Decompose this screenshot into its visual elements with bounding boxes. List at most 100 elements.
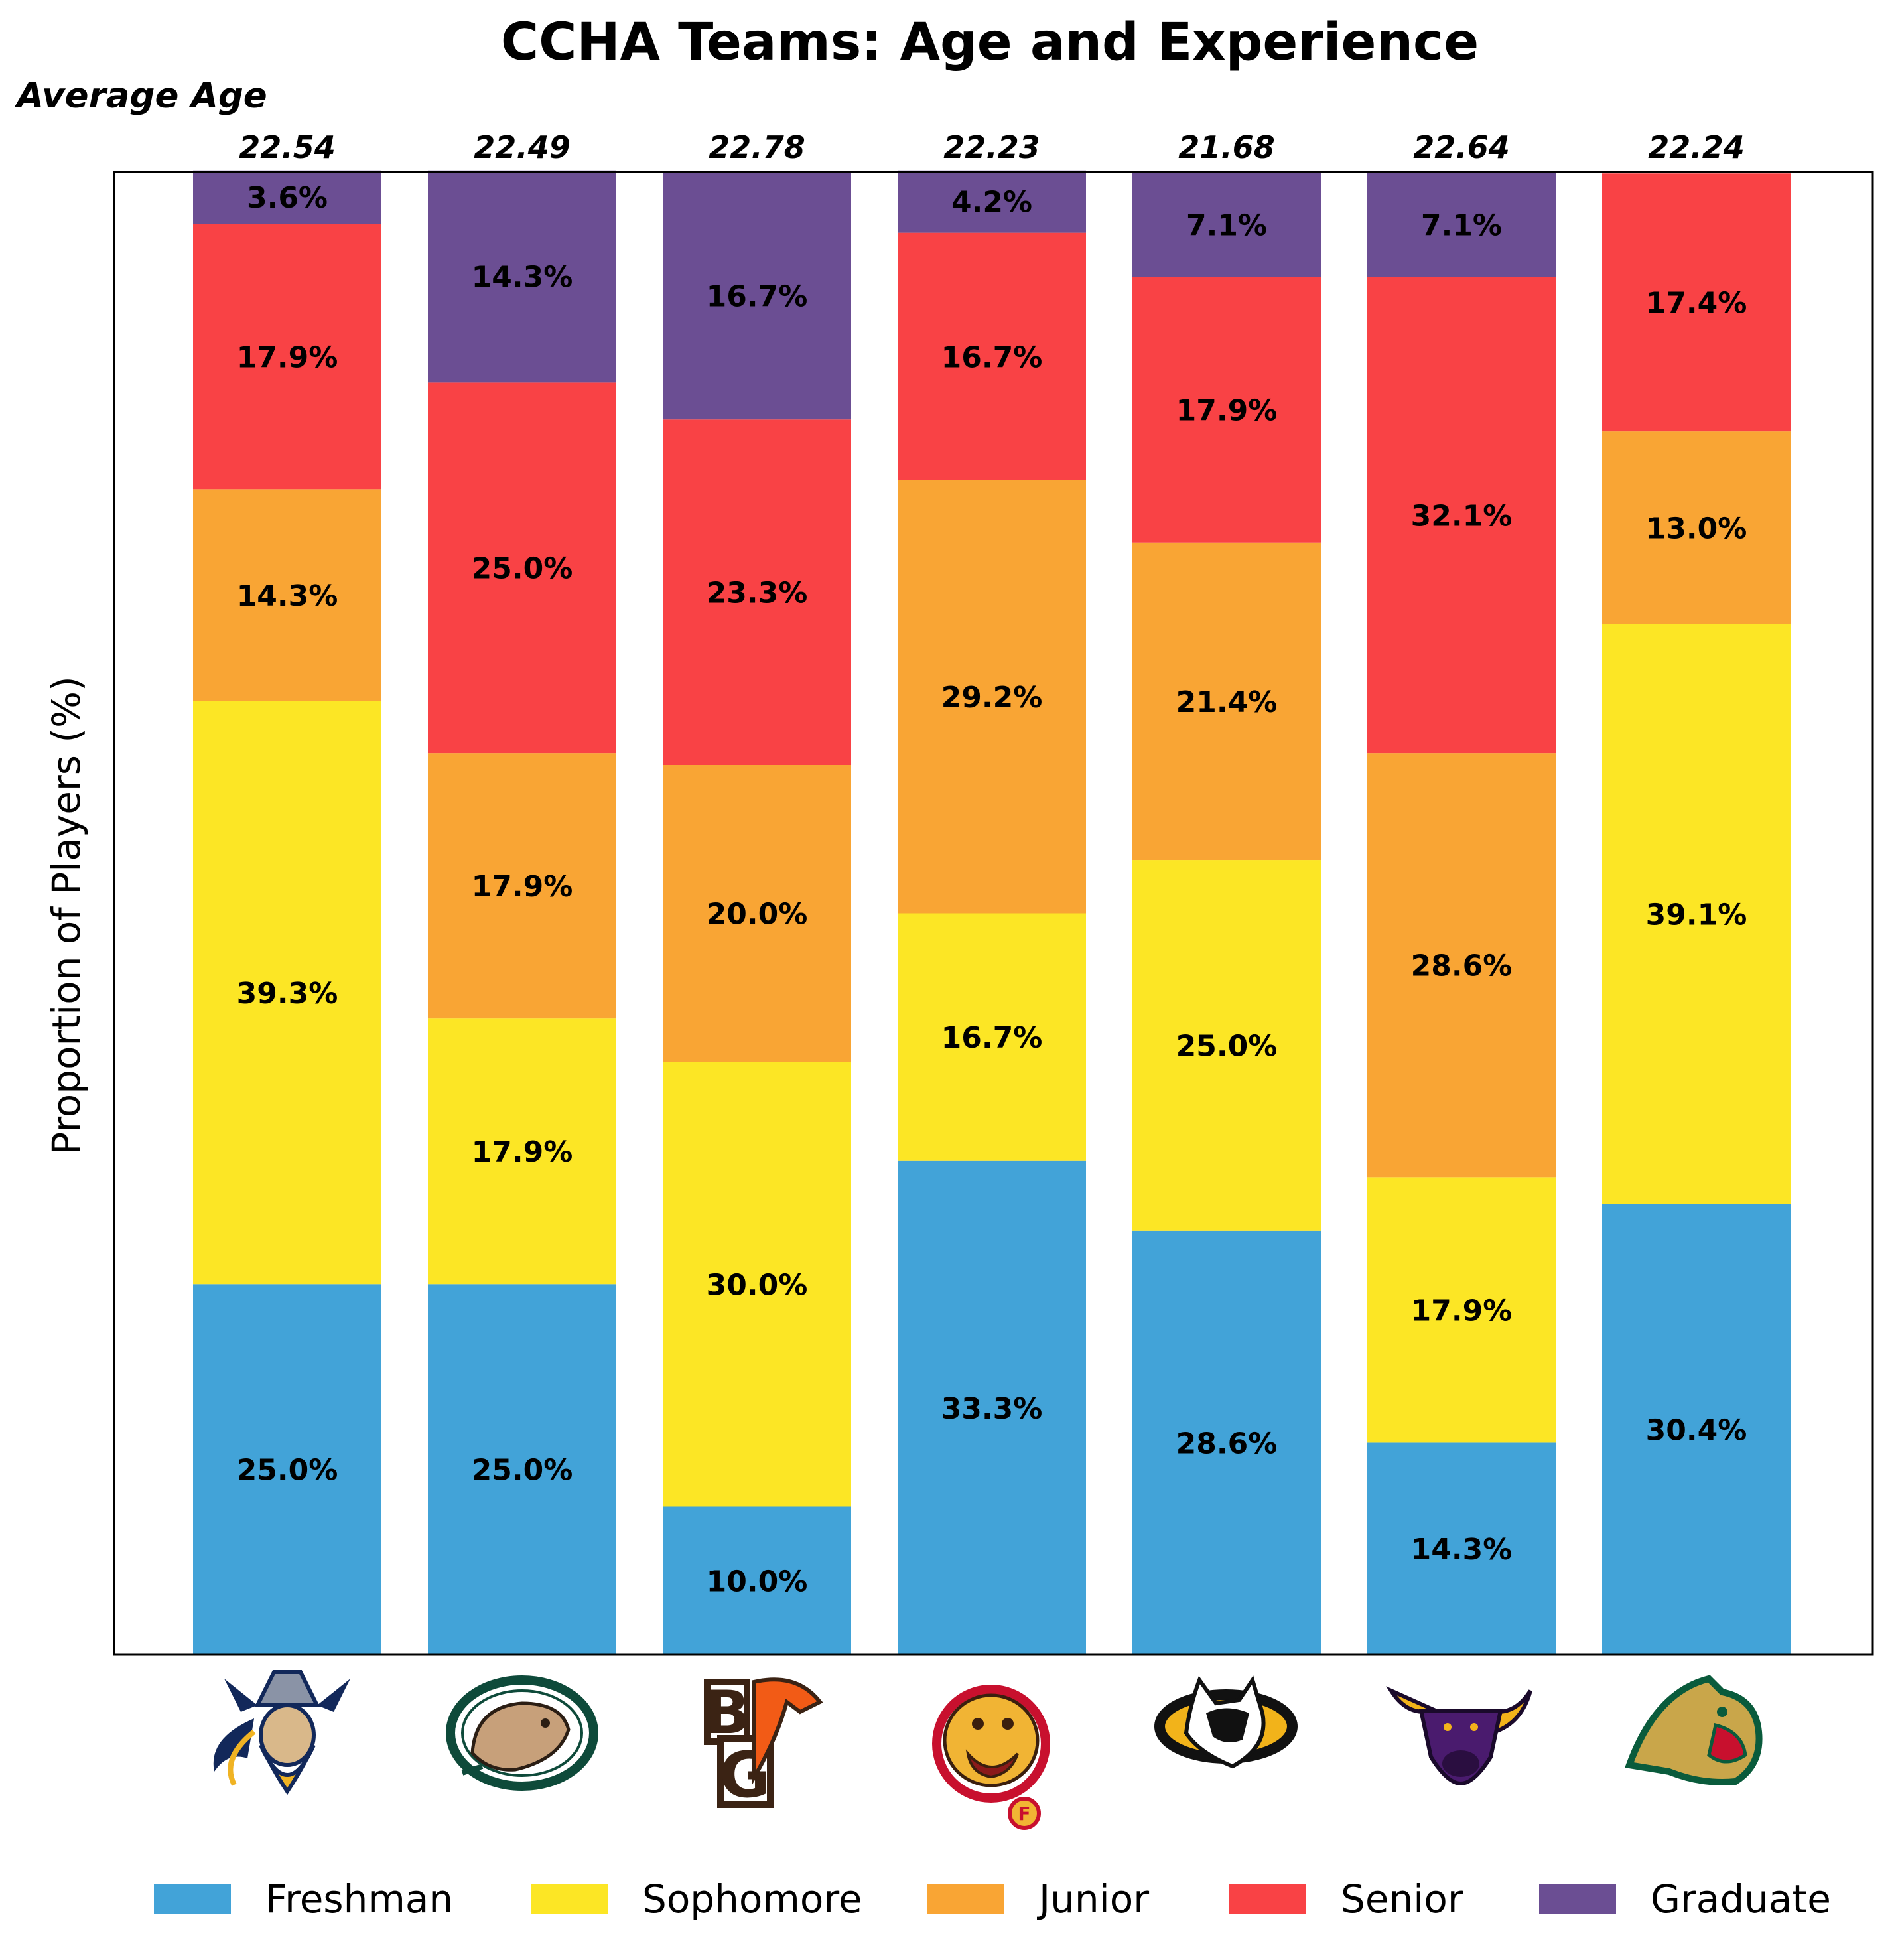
bar-segment-junior-0 <box>193 489 381 701</box>
bar-segment-sophomore-6 <box>1602 624 1791 1204</box>
segment-label-graduate-0: 3.6% <box>247 181 328 215</box>
segment-label-sophomore-1: 17.9% <box>472 1135 573 1169</box>
average-age-value-1: 22.49 <box>474 129 571 165</box>
bar-segment-graduate-0 <box>193 170 381 224</box>
bar-segment-sophomore-1 <box>428 1018 616 1285</box>
average-age-layer: 22.54 22.49 22.78 22.23 21.68 22.64 22.24 <box>239 129 1745 165</box>
bar-segment-junior-5 <box>1367 753 1556 1178</box>
segment-label-freshman-4: 28.6% <box>1176 1427 1278 1460</box>
bar-segment-graduate-5 <box>1367 172 1556 277</box>
average-age-heading: Average Age <box>14 76 267 116</box>
bar-segment-senior-4 <box>1132 277 1321 543</box>
bar-segment-senior-1 <box>428 382 616 754</box>
bar-segment-junior-3 <box>898 480 1086 914</box>
segment-label-graduate-2: 16.7% <box>707 280 808 314</box>
segment-label-junior-6: 13.0% <box>1646 512 1747 545</box>
segment-label-sophomore-0: 39.3% <box>237 977 338 1011</box>
bar-segment-graduate-4 <box>1132 172 1321 277</box>
segment-label-graduate-3: 4.2% <box>951 186 1032 220</box>
legend: Freshman Sophomore Junior Senior Graduate <box>154 1876 1831 1922</box>
segment-label-sophomore-6: 39.1% <box>1646 898 1747 932</box>
segment-label-freshman-2: 10.0% <box>707 1565 808 1598</box>
bar-segment-freshman-5 <box>1367 1442 1556 1655</box>
legend-swatch-freshman <box>154 1884 231 1914</box>
legend-label-graduate: Graduate <box>1651 1876 1831 1922</box>
segment-label-sophomore-4: 25.0% <box>1176 1029 1278 1063</box>
segment-label-senior-0: 17.9% <box>237 340 338 374</box>
bar-segment-senior-0 <box>193 224 381 490</box>
segment-label-junior-3: 29.2% <box>941 681 1043 715</box>
segment-label-junior-4: 21.4% <box>1176 685 1278 719</box>
segment-label-sophomore-5: 17.9% <box>1411 1294 1513 1328</box>
average-age-value-3: 22.23 <box>943 129 1040 165</box>
legend-label-freshman: Freshman <box>265 1876 453 1922</box>
segment-label-senior-4: 17.9% <box>1176 394 1278 428</box>
bar-segment-freshman-0 <box>193 1284 381 1655</box>
bar-segment-junior-2 <box>663 765 851 1062</box>
segment-label-senior-1: 25.0% <box>472 552 573 586</box>
segment-label-senior-5: 32.1% <box>1411 499 1513 533</box>
average-age-value-6: 22.24 <box>1648 129 1745 165</box>
bar-segment-sophomore-3 <box>898 913 1086 1161</box>
bar-segment-freshman-6 <box>1602 1204 1791 1655</box>
bar-segment-sophomore-4 <box>1132 860 1321 1231</box>
bar-segment-senior-5 <box>1367 277 1556 754</box>
bg-falcon-logo: B G <box>704 1677 823 1812</box>
y-axis-label: Proportion of Players (%) <box>44 676 89 1155</box>
segment-label-junior-2: 20.0% <box>707 898 808 932</box>
beaver-logo <box>446 1675 598 1791</box>
average-age-value-4: 21.68 <box>1178 129 1275 165</box>
chart-title: CCHA Teams: Age and Experience <box>501 13 1479 72</box>
segment-label-freshman-6: 30.4% <box>1646 1413 1747 1447</box>
segment-label-graduate-5: 7.1% <box>1421 208 1502 242</box>
bar-segment-freshman-2 <box>663 1506 851 1655</box>
bar-segment-sophomore-5 <box>1367 1177 1556 1443</box>
legend-label-sophomore: Sophomore <box>642 1876 862 1922</box>
segment-labels-layer: 25.0% 39.3% 14.3% 17.9% 3.6% 25.0% 17.9% 17.9% 2… <box>237 181 1747 1598</box>
segment-label-senior-2: 23.3% <box>707 577 808 610</box>
bar-segment-graduate-1 <box>428 170 616 383</box>
average-age-value-2: 22.78 <box>709 129 805 165</box>
segment-label-freshman-3: 33.3% <box>941 1392 1043 1426</box>
segment-label-freshman-1: 25.0% <box>472 1454 573 1488</box>
bar-segment-sophomore-0 <box>193 701 381 1285</box>
segment-label-freshman-5: 14.3% <box>1411 1533 1513 1567</box>
segment-label-graduate-1: 14.3% <box>472 261 573 295</box>
segment-label-junior-5: 28.6% <box>1411 949 1513 983</box>
average-age-value-5: 22.64 <box>1413 129 1510 165</box>
bulldog-logo: F <box>932 1685 1050 1830</box>
bar-segment-senior-3 <box>898 232 1086 480</box>
maverick-bull-logo <box>1386 1686 1532 1786</box>
bar-segment-junior-4 <box>1132 542 1321 861</box>
bar-segment-junior-1 <box>428 753 616 1019</box>
average-age-value-0: 22.54 <box>239 129 336 165</box>
segment-label-senior-3: 16.7% <box>941 340 1043 374</box>
plot-frame <box>113 171 1874 1656</box>
bar-segment-senior-2 <box>663 419 851 765</box>
wildcat-logo <box>1625 1675 1763 1785</box>
viking-logo <box>213 1670 350 1795</box>
legend-label-junior: Junior <box>1037 1876 1149 1922</box>
bar-segment-sophomore-2 <box>663 1062 851 1507</box>
segment-label-freshman-0: 25.0% <box>237 1454 338 1488</box>
legend-swatch-junior <box>927 1884 1004 1914</box>
legend-swatch-sophomore <box>531 1884 608 1914</box>
bar-segment-freshman-4 <box>1132 1230 1321 1655</box>
bar-segment-senior-6 <box>1602 173 1791 432</box>
legend-swatch-senior <box>1229 1884 1306 1914</box>
segment-label-sophomore-2: 30.0% <box>707 1268 808 1302</box>
bar-segment-junior-6 <box>1602 431 1791 624</box>
legend-label-senior: Senior <box>1341 1876 1463 1922</box>
segment-label-junior-0: 14.3% <box>237 579 338 613</box>
husky-logo <box>1154 1675 1298 1769</box>
bar-segment-graduate-2 <box>663 172 851 420</box>
segment-label-junior-1: 17.9% <box>472 870 573 904</box>
bars-layer <box>193 170 1791 1655</box>
segment-label-sophomore-3: 16.7% <box>941 1021 1043 1055</box>
svg-text:F: F <box>1018 1803 1030 1825</box>
legend-swatch-graduate <box>1539 1884 1616 1914</box>
bar-segment-graduate-3 <box>898 170 1086 233</box>
bar-segment-freshman-1 <box>428 1284 616 1655</box>
bar-segment-freshman-3 <box>898 1160 1086 1655</box>
